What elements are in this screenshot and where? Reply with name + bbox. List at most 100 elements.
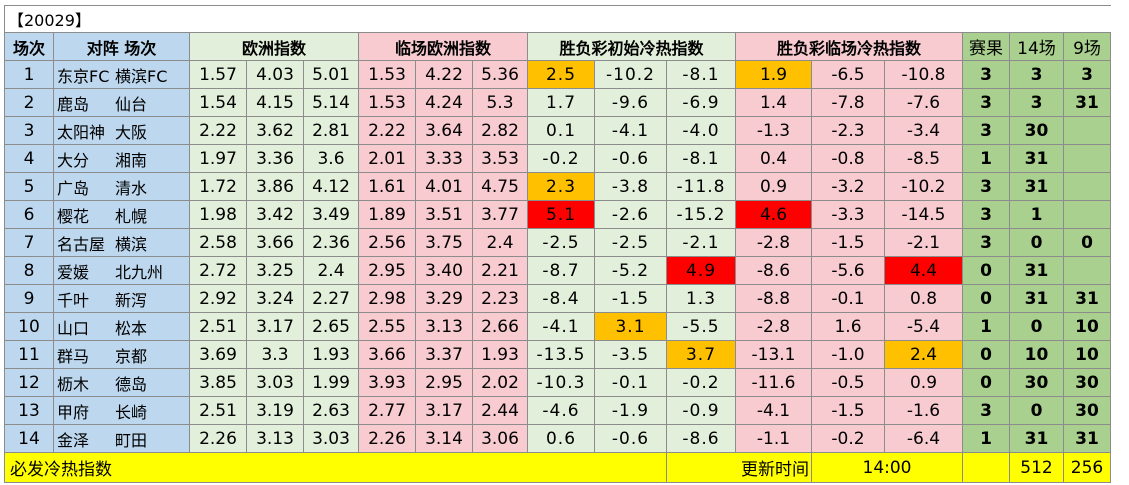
match-cell: 甲府 长崎	[53, 396, 190, 425]
match-cell: 太阳神 大阪	[53, 116, 190, 145]
live-heat-cell: -0.5	[811, 368, 885, 397]
g9-cell: 10	[1063, 312, 1111, 341]
result-cell: 3	[962, 396, 1010, 425]
live-euro-odds-cell: 3.64	[415, 116, 473, 145]
match-cell: 鹿岛 仙台	[53, 88, 190, 117]
g9-cell	[1063, 172, 1111, 201]
live-heat-cell: 1.9	[735, 60, 812, 89]
table-row: 14 金泽 町田 2.26 3.13 3.03 2.26 3.14 3.06 0.6 -0.6 -8.…	[4, 424, 1111, 453]
away-team: 清水	[115, 178, 148, 198]
g14-cell: 31	[1009, 256, 1064, 285]
table-row: 6 樱花 札幌 1.98 3.42 3.49 1.89 3.51 3.77 5.1 -2.6 -15.…	[4, 200, 1111, 229]
footer-label: 必发冷热指数	[4, 452, 667, 483]
live-heat-cell: 1.6	[811, 312, 885, 341]
home-team: 东京FC	[57, 66, 110, 86]
away-team: 札幌	[115, 206, 148, 226]
g9-cell: 30	[1063, 368, 1111, 397]
euro-odds-cell: 4.15	[246, 88, 304, 117]
initial-heat-cell: -8.1	[666, 60, 736, 89]
initial-heat-cell: 2.5	[527, 60, 595, 89]
round-cell: 1	[4, 60, 54, 89]
live-heat-cell: -4.1	[735, 396, 812, 425]
live-euro-odds-cell: 3.93	[358, 368, 416, 397]
g9-cell	[1063, 256, 1111, 285]
round-cell: 10	[4, 312, 54, 341]
g14-cell: 1	[1009, 200, 1064, 229]
away-team: 大阪	[115, 122, 148, 142]
initial-heat-cell: -8.1	[666, 144, 736, 173]
live-heat-cell: -2.1	[884, 228, 963, 257]
g14-cell: 3	[1009, 88, 1064, 117]
footer-time: 14:00	[811, 452, 963, 483]
table-row: 7 名古屋 横滨 2.58 3.66 2.36 2.56 3.75 2.4 -2.5 -2.5 -2.…	[4, 228, 1111, 257]
euro-odds-cell: 3.85	[189, 368, 247, 397]
euro-odds-cell: 2.22	[189, 116, 247, 145]
euro-odds-cell: 2.58	[189, 228, 247, 257]
live-heat-cell: 1.4	[735, 88, 812, 117]
euro-odds-cell: 1.57	[189, 60, 247, 89]
live-heat-cell: -13.1	[735, 340, 812, 369]
live-heat-cell: -14.5	[884, 200, 963, 229]
live-heat-cell: -0.2	[811, 424, 885, 453]
result-cell: 3	[962, 228, 1010, 257]
live-heat-cell: -11.6	[735, 368, 812, 397]
euro-odds-cell: 3.13	[246, 424, 304, 453]
round-cell: 8	[4, 256, 54, 285]
round-cell: 14	[4, 424, 54, 453]
initial-heat-cell: -3.8	[594, 172, 667, 201]
g14-cell: 31	[1009, 144, 1064, 173]
live-euro-odds-cell: 5.36	[472, 60, 528, 89]
live-euro-odds-cell: 2.21	[472, 256, 528, 285]
initial-heat-cell: -0.9	[666, 396, 736, 425]
euro-odds-cell: 1.72	[189, 172, 247, 201]
initial-heat-cell: -9.6	[594, 88, 667, 117]
live-heat-cell: 0.9	[884, 368, 963, 397]
live-euro-odds-cell: 5.3	[472, 88, 528, 117]
live-heat-cell: -2.3	[811, 116, 885, 145]
result-cell: 0	[962, 284, 1010, 313]
live-heat-cell: -10.2	[884, 172, 963, 201]
live-heat-cell: -3.3	[811, 200, 885, 229]
sheet-title: 【20029】	[4, 5, 1111, 33]
live-heat-cell: -1.0	[811, 340, 885, 369]
euro-odds-cell: 2.72	[189, 256, 247, 285]
initial-heat-cell: -2.5	[527, 228, 595, 257]
round-cell: 2	[4, 88, 54, 117]
live-euro-odds-cell: 2.66	[472, 312, 528, 341]
euro-odds-cell: 2.63	[303, 396, 359, 425]
home-team: 鹿岛	[57, 94, 90, 114]
euro-odds-cell: 5.01	[303, 60, 359, 89]
home-team: 金泽	[57, 430, 90, 450]
live-heat-cell: -7.8	[811, 88, 885, 117]
live-heat-cell: -3.4	[884, 116, 963, 145]
header-round: 场次	[4, 32, 54, 61]
footer-empty	[962, 452, 1010, 483]
away-team: 京都	[115, 346, 148, 366]
initial-heat-cell: -4.1	[527, 312, 595, 341]
home-team: 枥木	[57, 374, 90, 394]
home-team: 千叶	[57, 290, 90, 310]
initial-heat-cell: -8.6	[666, 424, 736, 453]
home-team: 甲府	[57, 402, 90, 422]
live-heat-cell: -1.5	[811, 228, 885, 257]
footer-update-label: 更新时间	[666, 452, 812, 483]
initial-heat-cell: -0.2	[527, 144, 595, 173]
euro-odds-cell: 3.17	[246, 312, 304, 341]
header-match: 对阵 场次	[53, 32, 190, 61]
initial-heat-cell: 1.3	[666, 284, 736, 313]
match-cell: 山口 松本	[53, 312, 190, 341]
live-euro-odds-cell: 2.02	[472, 368, 528, 397]
g14-cell: 0	[1009, 228, 1064, 257]
euro-odds-cell: 2.65	[303, 312, 359, 341]
home-team: 名古屋	[57, 234, 106, 254]
initial-heat-cell: -8.4	[527, 284, 595, 313]
euro-odds-cell: 2.26	[189, 424, 247, 453]
euro-odds-cell: 2.27	[303, 284, 359, 313]
result-cell: 3	[962, 60, 1010, 89]
initial-heat-cell: -4.0	[666, 116, 736, 145]
initial-heat-cell: -2.5	[594, 228, 667, 257]
live-euro-odds-cell: 3.17	[415, 396, 473, 425]
initial-heat-cell: -4.1	[594, 116, 667, 145]
initial-heat-cell: -0.6	[594, 424, 667, 453]
initial-heat-cell: -11.8	[666, 172, 736, 201]
